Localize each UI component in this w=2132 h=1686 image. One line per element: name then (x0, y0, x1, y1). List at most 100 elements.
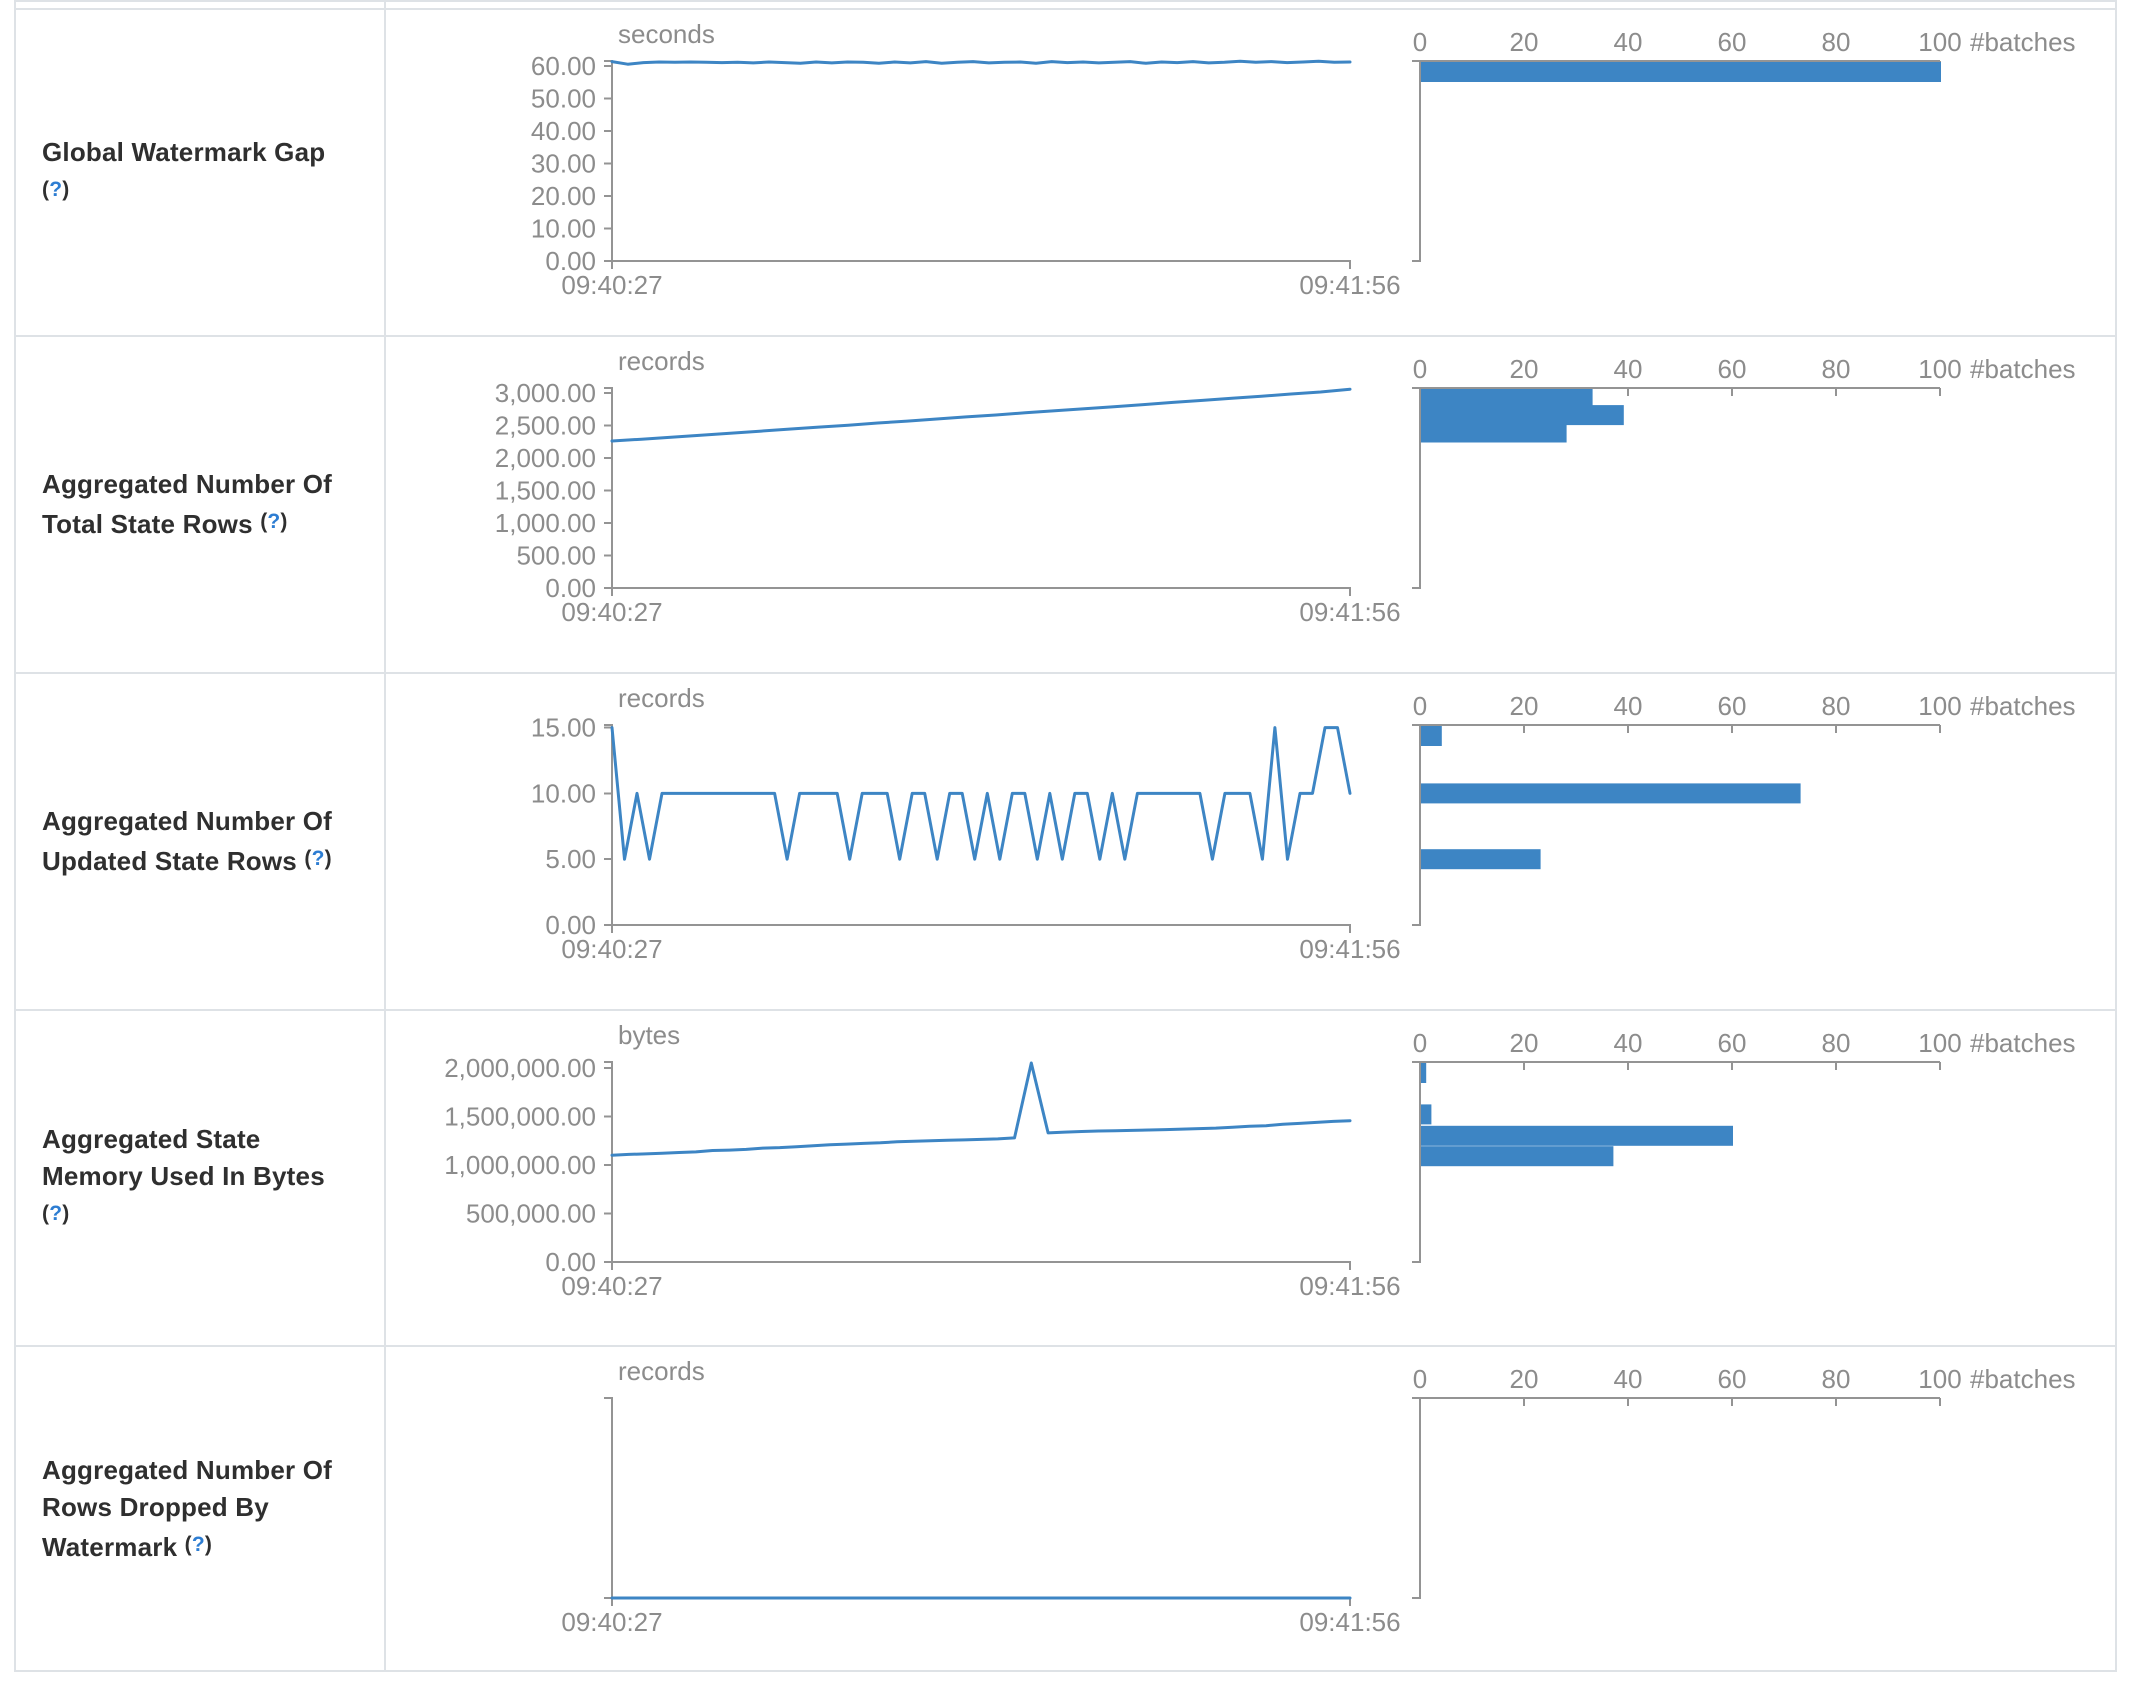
question-icon: ? (191, 1532, 205, 1556)
svg-text:3,000.00: 3,000.00 (495, 378, 596, 408)
svg-text:80: 80 (1822, 1028, 1851, 1058)
svg-text:0.00: 0.00 (545, 1247, 596, 1277)
svg-text:500.00: 500.00 (516, 541, 596, 571)
histogram-chart: 0 20 40 60 80 100 #batches (1412, 691, 2076, 926)
svg-text:15.00: 15.00 (531, 713, 596, 743)
chart-cell: seconds 60.00 50.00 40.00 30.00 20.00 10.00 0.0… (386, 10, 2115, 335)
svg-text:40: 40 (1614, 1028, 1643, 1058)
svg-text:40: 40 (1614, 27, 1643, 57)
svg-text:#batches: #batches (1970, 1364, 2076, 1394)
svg-text:60: 60 (1718, 354, 1747, 384)
svg-text:2,500.00: 2,500.00 (495, 411, 596, 441)
svg-text:100: 100 (1918, 691, 1961, 721)
help-link[interactable]: (?) (42, 1202, 70, 1225)
svg-text:100: 100 (1918, 1364, 1961, 1394)
svg-text:09:40:27: 09:40:27 (561, 270, 662, 300)
metric-label: Aggregated State Memory Used In Bytes (42, 1124, 325, 1191)
svg-text:20.00: 20.00 (531, 181, 596, 211)
metric-row: Aggregated State Memory Used In Bytes (?… (16, 1011, 2115, 1347)
charts-svg: seconds 60.0050.0040.0030.0020.0010.000.0… (531, 19, 2076, 300)
svg-text:1,500,000.00: 1,500,000.00 (444, 1101, 596, 1131)
svg-text:09:40:27: 09:40:27 (561, 1271, 662, 1301)
svg-text:2,000,000.00: 2,000,000.00 (444, 1053, 596, 1083)
metric-row: Aggregated Number Of Updated State Rows … (16, 674, 2115, 1011)
metric-label-cell: Aggregated State Memory Used In Bytes (?… (16, 1011, 386, 1345)
svg-text:50.00: 50.00 (531, 84, 596, 114)
histogram-chart: 0 20 40 60 80 100 #batches (1412, 1364, 2076, 1599)
svg-text:09:41:56: 09:41:56 (1299, 270, 1400, 300)
svg-text:0: 0 (1413, 691, 1427, 721)
svg-text:40: 40 (1614, 1364, 1643, 1394)
svg-text:100: 100 (1918, 354, 1961, 384)
help-link[interactable]: (?) (42, 178, 70, 201)
svg-text:40.00: 40.00 (531, 116, 596, 146)
svg-text:1,000,000.00: 1,000,000.00 (444, 1150, 596, 1180)
chart-cell: records 15.00 10.00 5.00 0.00 09:40:27 09:41:5… (386, 674, 2115, 1009)
timeline-chart: seconds 60.0050.0040.0030.0020.0010.000.0… (531, 19, 1401, 300)
svg-text:#batches: #batches (1970, 1028, 2076, 1058)
svg-text:60: 60 (1718, 1028, 1747, 1058)
timeline-chart: records 09:40:27 09:41:56 (561, 1356, 1400, 1637)
svg-text:20: 20 (1510, 354, 1539, 384)
svg-text:500,000.00: 500,000.00 (466, 1198, 596, 1228)
svg-text:20: 20 (1510, 1028, 1539, 1058)
chart-cell: records 3,000.00 2,500.00 2,000.00 1,500.00 1… (386, 337, 2115, 672)
svg-text:records: records (618, 346, 705, 376)
question-icon: ? (49, 178, 63, 201)
charts-svg: records 09:40:27 09:41:56 0 20 40 60 80 100 #batc… (561, 1356, 2076, 1637)
table-sliver-row (16, 2, 2115, 10)
svg-text:0.00: 0.00 (545, 910, 596, 940)
svg-text:records: records (618, 683, 705, 713)
svg-text:09:40:27: 09:40:27 (561, 934, 662, 964)
metric-row: Aggregated Number Of Rows Dropped By Wat… (16, 1347, 2115, 1672)
svg-text:20: 20 (1510, 27, 1539, 57)
svg-text:5.00: 5.00 (545, 844, 596, 874)
chart-cell: bytes 2,000,000.00 1,500,000.00 1,000,000.0… (386, 1011, 2115, 1345)
svg-text:09:40:27: 09:40:27 (561, 597, 662, 627)
svg-text:1,500.00: 1,500.00 (495, 476, 596, 506)
svg-text:60: 60 (1718, 27, 1747, 57)
charts-svg: records 3,000.002,500.002,000.001,500.00 1… (495, 346, 2076, 627)
metric-label: Aggregated Number Of Updated State Rows (42, 806, 333, 876)
svg-text:#batches: #batches (1970, 27, 2076, 57)
svg-text:09:41:56: 09:41:56 (1299, 597, 1400, 627)
help-link[interactable]: (?) (260, 510, 288, 533)
metric-label-cell: Aggregated Number Of Updated State Rows … (16, 674, 386, 1009)
chart-cell: records 09:40:27 09:41:56 0 20 40 60 80 100 #batc… (386, 1347, 2115, 1670)
metric-label: Aggregated Number Of Rows Dropped By Wat… (42, 1454, 333, 1562)
question-icon: ? (311, 847, 325, 870)
question-icon: ? (49, 1202, 63, 1225)
svg-text:0.00: 0.00 (545, 246, 596, 276)
svg-text:0: 0 (1413, 1364, 1427, 1394)
metric-row: Aggregated Number Of Total State Rows (?… (16, 337, 2115, 674)
timeline-chart: records 3,000.002,500.002,000.001,500.001… (495, 346, 1401, 627)
timeline-chart: bytes 2,000,000.00 1,500,000.00 1,000,000.0… (444, 1020, 1400, 1301)
svg-text:20: 20 (1510, 1364, 1539, 1394)
question-icon: ? (267, 510, 281, 533)
svg-text:80: 80 (1822, 1364, 1851, 1394)
svg-text:10.00: 10.00 (531, 778, 596, 808)
histogram-chart: 0 20 40 60 80 100 #batches (1412, 1028, 2076, 1263)
svg-text:2,000.00: 2,000.00 (495, 443, 596, 473)
svg-text:09:40:27: 09:40:27 (561, 1607, 662, 1637)
svg-text:60.00: 60.00 (531, 51, 596, 81)
sliver-label-cell (16, 2, 386, 8)
svg-text:80: 80 (1822, 691, 1851, 721)
help-link[interactable]: (?) (184, 1532, 213, 1556)
svg-text:40: 40 (1614, 691, 1643, 721)
svg-text:0.00: 0.00 (545, 573, 596, 603)
svg-text:09:41:56: 09:41:56 (1299, 934, 1400, 964)
metric-label: Aggregated Number Of Total State Rows (42, 469, 333, 539)
streaming-statistics-table: Global Watermark Gap (?) seconds 60.00 50.… (14, 0, 2117, 1672)
svg-text:0: 0 (1413, 27, 1427, 57)
svg-text:30.00: 30.00 (531, 149, 596, 179)
help-link[interactable]: (?) (304, 847, 332, 870)
sliver-chart-cell (386, 2, 2115, 8)
metric-label: Global Watermark Gap (42, 137, 326, 167)
svg-text:0: 0 (1413, 354, 1427, 384)
svg-text:09:41:56: 09:41:56 (1299, 1607, 1400, 1637)
svg-text:records: records (618, 1356, 705, 1386)
svg-text:80: 80 (1822, 354, 1851, 384)
